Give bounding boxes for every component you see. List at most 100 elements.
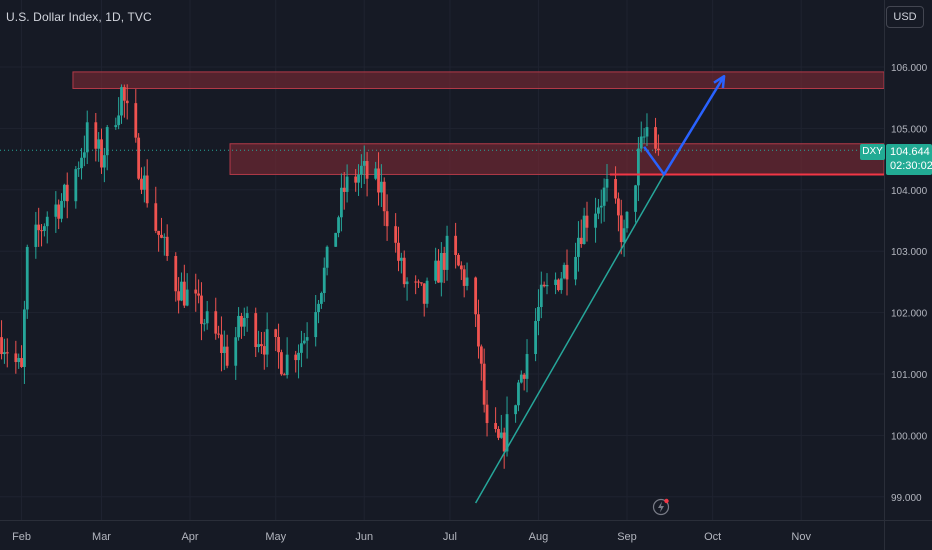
last-price-value: 104.644 <box>890 146 930 158</box>
candle <box>325 245 329 276</box>
candle <box>414 275 418 295</box>
candle <box>639 121 643 153</box>
candle <box>534 308 537 362</box>
candle <box>402 250 406 288</box>
candle <box>605 164 609 202</box>
lightning-icon[interactable] <box>652 498 670 516</box>
candle <box>222 330 226 370</box>
candle <box>525 339 529 393</box>
candle <box>160 217 163 239</box>
candle <box>465 262 469 291</box>
candle <box>17 353 21 369</box>
candle <box>305 322 309 359</box>
candle <box>20 345 23 368</box>
candle <box>217 325 220 339</box>
candle <box>120 84 123 124</box>
candle <box>297 344 300 379</box>
candle <box>62 183 66 208</box>
candle <box>485 390 489 437</box>
candle <box>40 223 43 247</box>
candle <box>594 197 597 243</box>
candle <box>417 279 420 288</box>
candle <box>225 334 229 369</box>
candle <box>85 110 89 165</box>
candle <box>302 332 306 345</box>
x-tick-label: Mar <box>92 531 111 543</box>
y-tick-label: 106.000 <box>891 63 928 74</box>
x-tick-label: Jul <box>443 531 457 543</box>
candle <box>379 164 383 207</box>
candle <box>345 164 349 203</box>
candles <box>0 84 660 469</box>
last-price-tag: 104.644 02:30:02 <box>886 144 932 175</box>
x-tick-label: Feb <box>12 531 31 543</box>
candle <box>245 306 249 332</box>
candle <box>54 191 58 233</box>
candle <box>14 340 18 374</box>
candle <box>562 262 566 280</box>
candle <box>42 223 46 237</box>
symbol-label: DXY <box>860 144 885 160</box>
candle <box>365 152 369 197</box>
candle <box>3 338 6 364</box>
candle <box>557 278 560 292</box>
candle <box>579 219 583 248</box>
candle <box>322 257 326 302</box>
y-tick-label: 102.000 <box>891 309 928 320</box>
candle <box>442 246 446 284</box>
candle <box>274 328 278 352</box>
candle <box>565 249 569 296</box>
candle <box>177 277 181 314</box>
candle <box>142 166 146 203</box>
candle <box>257 330 260 353</box>
candle <box>377 152 380 206</box>
candle <box>582 207 586 245</box>
y-tick-label: 105.000 <box>891 124 928 135</box>
candle <box>185 273 189 307</box>
candle <box>262 331 266 370</box>
candle <box>80 147 83 180</box>
candle <box>180 272 183 302</box>
candle <box>505 396 509 457</box>
candle <box>294 350 298 373</box>
candle <box>439 242 443 297</box>
candle <box>539 271 543 319</box>
candle <box>162 233 166 256</box>
candle <box>25 244 29 319</box>
currency-button[interactable]: USD <box>886 6 924 28</box>
candle <box>102 147 106 183</box>
candle <box>34 211 38 259</box>
candle <box>357 164 360 196</box>
candle <box>619 199 623 255</box>
candle <box>174 252 178 302</box>
candle <box>502 427 506 469</box>
candle <box>474 276 478 327</box>
candle <box>499 414 503 439</box>
candle <box>642 128 646 144</box>
candle <box>622 219 626 257</box>
candle <box>554 272 557 295</box>
candle <box>57 199 61 230</box>
chart-title: U.S. Dollar Index, 1D, TVC <box>6 10 152 24</box>
candle <box>397 226 400 272</box>
candle <box>220 316 223 372</box>
candle <box>354 169 358 192</box>
candle <box>205 300 209 330</box>
candle <box>197 279 201 304</box>
candle <box>214 297 218 340</box>
candle <box>617 192 620 232</box>
candle <box>537 289 540 336</box>
x-tick-label: Nov <box>791 531 811 543</box>
bar-countdown: 02:30:02 <box>890 160 932 172</box>
candle <box>117 97 121 130</box>
candle <box>405 277 409 301</box>
candle <box>145 159 149 208</box>
candle <box>165 224 169 261</box>
candle <box>359 154 363 189</box>
candle <box>419 282 423 286</box>
candle <box>654 117 657 154</box>
candle <box>37 207 41 247</box>
